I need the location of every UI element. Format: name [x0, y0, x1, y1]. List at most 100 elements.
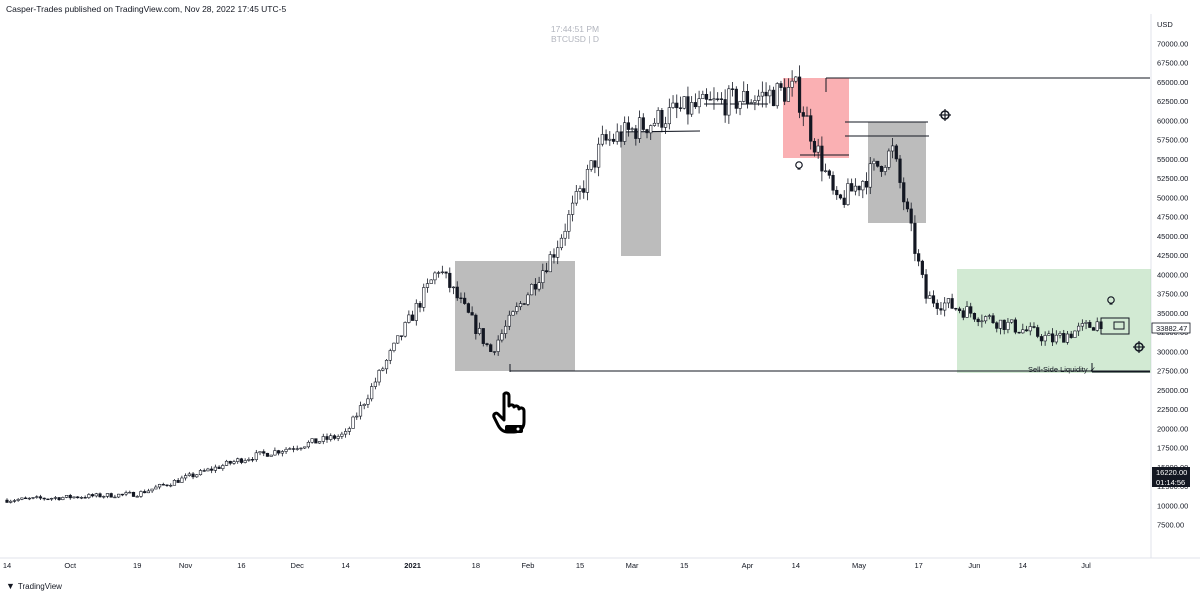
candle: [898, 154, 902, 189]
candle: [678, 96, 683, 112]
lightbulb-icon[interactable]: [795, 161, 803, 170]
candle: [931, 290, 936, 308]
candle: [325, 433, 329, 443]
candle: [868, 157, 872, 195]
candle: [187, 471, 191, 477]
candle: [492, 351, 497, 356]
price-tick-label: 70000.00: [1157, 39, 1188, 48]
candle: [656, 107, 660, 127]
candle: [1036, 324, 1040, 339]
candle: [518, 300, 523, 311]
candle: [94, 492, 98, 498]
candle: [433, 271, 437, 285]
crosshair-target-icon[interactable]: [1133, 341, 1145, 353]
candle: [902, 177, 906, 211]
candle: [567, 209, 571, 240]
candle: [46, 498, 50, 501]
price-tick-label: 30000.00: [1157, 347, 1188, 356]
candle: [288, 447, 292, 450]
crosshair-target-icon[interactable]: [939, 109, 951, 121]
candle: [522, 303, 526, 305]
candle: [690, 96, 694, 117]
candle: [664, 116, 668, 134]
candle: [920, 259, 924, 279]
candle: [295, 445, 299, 451]
candle: [42, 497, 46, 501]
candle: [117, 493, 121, 499]
candle: [5, 498, 9, 503]
candle: [161, 482, 165, 486]
last-price-badge: 16220.00 01:14:56: [1152, 467, 1190, 487]
candle: [437, 270, 441, 278]
candles: [5, 65, 1103, 504]
price-axis: USD 70000.00 67500.00 65000.00 62500.00 60000…: [1157, 20, 1188, 530]
candle: [72, 496, 76, 499]
candle: [232, 459, 236, 465]
candle: [76, 496, 80, 499]
candle: [716, 92, 720, 102]
candle: [258, 451, 262, 456]
candle: [712, 87, 716, 110]
candle: [496, 335, 500, 356]
candle: [425, 278, 430, 293]
candle: [38, 494, 43, 501]
candle: [559, 234, 564, 251]
candle: [250, 456, 255, 463]
candle: [217, 465, 221, 470]
candle: [917, 249, 921, 267]
green-zone-june: [957, 269, 1151, 373]
candle: [9, 499, 13, 504]
candle: [254, 449, 258, 462]
time-axis: 14 Oct 19 Nov 16 Dec 14 2021 18 Feb 15 Mar 15 Apr 14 Ma…: [3, 561, 1091, 570]
candle: [850, 178, 854, 192]
candle: [1084, 319, 1088, 330]
candle: [16, 497, 20, 502]
candle: [905, 198, 910, 213]
candle: [723, 89, 727, 123]
candle: [608, 131, 612, 146]
watermark-symbol: BTCUSD | D: [550, 34, 600, 44]
feb-high-line: [619, 130, 701, 133]
candle: [340, 431, 344, 440]
candle: [366, 394, 370, 408]
time-tick-label: Nov: [179, 561, 193, 570]
candle: [697, 90, 701, 114]
candle: [600, 125, 604, 147]
candle: [1002, 319, 1006, 335]
candle: [1095, 317, 1099, 332]
candle: [701, 90, 705, 100]
candle: [410, 310, 415, 321]
time-tick-label: 19: [133, 561, 141, 570]
candle: [779, 80, 783, 91]
tradingview-brand[interactable]: ▼ TradingView: [6, 581, 62, 591]
candle: [481, 328, 485, 347]
lightbulb-icon[interactable]: [1107, 296, 1115, 305]
candle: [585, 164, 590, 201]
price-tick-label: 40000.00: [1157, 270, 1188, 279]
candle: [303, 446, 307, 450]
candle: [407, 310, 411, 324]
candle: [146, 488, 150, 494]
candle: [827, 169, 831, 179]
candle: [928, 291, 932, 299]
candle: [570, 195, 575, 222]
price-tick-label: 42500.00: [1157, 251, 1188, 260]
candle: [102, 495, 106, 499]
candle: [180, 475, 184, 483]
candle: [373, 377, 377, 390]
candle: [273, 447, 277, 456]
candle: [969, 302, 973, 318]
candle: [939, 302, 943, 315]
candle: [90, 493, 95, 498]
candle: [206, 467, 210, 472]
price-tick-label: 10000.00: [1157, 501, 1188, 510]
sell-side-liquidity-label: Sell-Side Liquidity ✓: [1028, 365, 1096, 374]
candle: [1062, 329, 1066, 343]
candle: [623, 116, 627, 145]
candle: [771, 86, 776, 107]
candle: [790, 70, 794, 97]
candle: [764, 82, 768, 108]
candle: [649, 124, 653, 141]
candle: [794, 76, 798, 84]
